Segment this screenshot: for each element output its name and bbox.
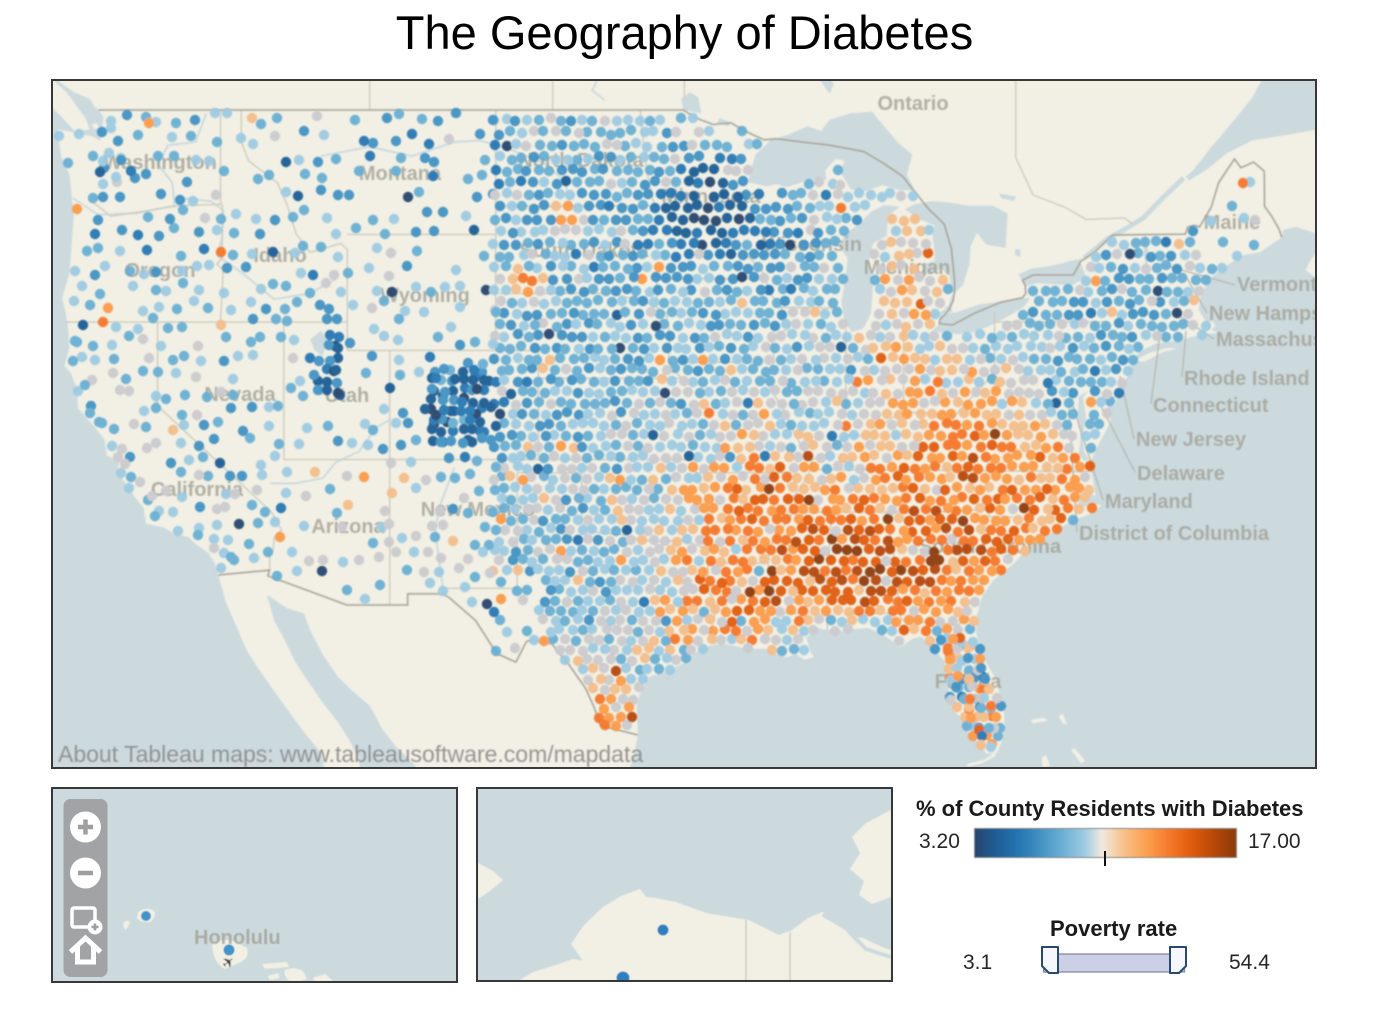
svg-text:Ontario: Ontario (877, 93, 948, 115)
svg-text:Montana: Montana (359, 163, 442, 185)
svg-text:Arizona: Arizona (311, 516, 385, 538)
svg-text:District of Columbia: District of Columbia (1079, 523, 1270, 545)
svg-text:Connecticut: Connecticut (1153, 395, 1269, 417)
svg-text:Honolulu: Honolulu (194, 927, 281, 949)
svg-text:New Jersey: New Jersey (1136, 429, 1247, 451)
svg-text:Vermont: Vermont (1237, 274, 1315, 296)
svg-text:About Tableau maps: www.tablea: About Tableau maps: www.tableausoftware.… (58, 741, 643, 767)
svg-text:Nevada: Nevada (204, 384, 276, 406)
svg-text:California: California (151, 479, 244, 501)
svg-text:Maryland: Maryland (1105, 491, 1193, 513)
svg-text:Rhode Island: Rhode Island (1184, 368, 1310, 390)
svg-text:Delaware: Delaware (1137, 463, 1225, 485)
svg-text:New Hampshire: New Hampshire (1209, 303, 1315, 325)
svg-text:Michigan: Michigan (864, 257, 951, 279)
svg-text:Massachusetts: Massachusetts (1216, 329, 1315, 351)
